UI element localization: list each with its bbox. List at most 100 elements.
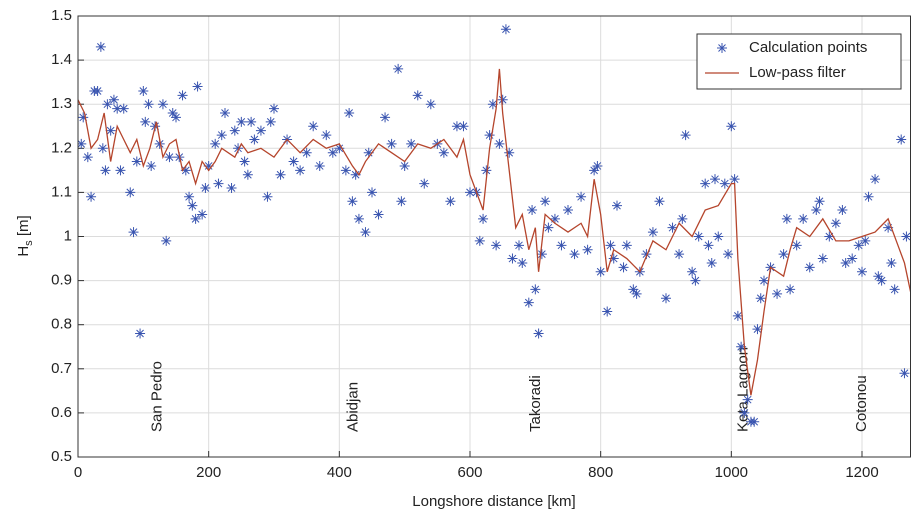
point xyxy=(82,152,93,163)
y-tick-label: 1.1 xyxy=(51,183,72,200)
point xyxy=(484,130,495,141)
y-tick-label: 1.3 xyxy=(51,95,72,112)
point xyxy=(177,90,188,101)
point xyxy=(759,275,769,286)
point xyxy=(628,284,639,295)
point xyxy=(138,85,149,96)
point xyxy=(203,160,214,171)
y-tick-label: 0.9 xyxy=(51,272,72,289)
point xyxy=(500,24,511,35)
point xyxy=(837,205,848,216)
point xyxy=(755,293,766,304)
point xyxy=(340,165,351,176)
point xyxy=(314,160,325,171)
point xyxy=(265,116,276,127)
point xyxy=(301,147,312,158)
point xyxy=(419,178,430,189)
point xyxy=(229,125,240,136)
y-tick-label: 1 xyxy=(64,227,72,244)
point xyxy=(817,253,828,264)
point xyxy=(233,143,244,154)
point xyxy=(804,262,815,273)
point xyxy=(108,94,119,105)
point xyxy=(86,191,97,202)
point xyxy=(269,103,279,114)
y-tick-label: 0.8 xyxy=(51,316,72,333)
point xyxy=(363,147,374,158)
point xyxy=(687,266,698,277)
point xyxy=(180,165,191,176)
point xyxy=(327,147,338,158)
point xyxy=(478,213,489,224)
point xyxy=(527,205,538,216)
point xyxy=(873,271,884,282)
annotation: San Pedro xyxy=(149,361,166,432)
point xyxy=(814,196,825,207)
point xyxy=(190,213,201,224)
point xyxy=(592,160,603,171)
point xyxy=(726,121,737,132)
point xyxy=(246,116,257,127)
point xyxy=(563,205,573,216)
point xyxy=(288,156,299,167)
y-tick-label: 0.6 xyxy=(51,404,72,421)
point xyxy=(631,288,642,299)
point xyxy=(677,213,688,224)
point xyxy=(723,249,734,260)
point xyxy=(367,187,377,198)
point xyxy=(360,227,371,238)
point xyxy=(143,99,154,110)
point xyxy=(242,169,253,180)
point xyxy=(157,99,168,110)
point xyxy=(749,416,760,427)
y-axis-label: Hs [m] xyxy=(15,215,35,256)
point xyxy=(481,165,492,176)
point xyxy=(115,165,126,176)
y-label-sub: s xyxy=(23,240,35,246)
point xyxy=(729,174,740,185)
point xyxy=(491,240,502,251)
plot-area xyxy=(78,24,911,427)
point xyxy=(860,235,871,246)
point xyxy=(102,99,113,110)
point xyxy=(95,41,106,52)
point xyxy=(451,121,462,132)
point xyxy=(830,218,841,229)
y-tick-label: 0.5 xyxy=(51,448,72,465)
point xyxy=(187,200,198,211)
point xyxy=(621,240,632,251)
point xyxy=(785,284,796,295)
point xyxy=(781,213,792,224)
point xyxy=(899,368,910,379)
point xyxy=(399,160,410,171)
point xyxy=(236,116,247,127)
point xyxy=(847,253,858,264)
point xyxy=(213,178,224,189)
point xyxy=(295,165,306,176)
y-tick-label: 0.7 xyxy=(51,360,72,377)
point xyxy=(380,112,391,123)
point xyxy=(78,138,87,149)
point xyxy=(497,94,508,105)
point xyxy=(840,257,851,268)
point xyxy=(530,284,541,295)
point xyxy=(549,213,560,224)
line xyxy=(78,68,911,396)
y-tick-label: 1.5 xyxy=(51,7,72,24)
point xyxy=(406,138,417,149)
x-tick-label: 0 xyxy=(74,464,82,481)
point xyxy=(533,328,544,339)
point xyxy=(732,310,743,321)
point xyxy=(216,130,227,141)
point xyxy=(853,240,864,251)
point xyxy=(465,187,475,198)
point xyxy=(618,262,629,273)
point xyxy=(798,213,809,224)
point xyxy=(184,191,195,202)
point xyxy=(674,249,685,260)
point xyxy=(249,134,260,145)
x-tick-label: 1000 xyxy=(715,464,748,481)
point xyxy=(504,147,515,158)
legend-label: Low-pass filter xyxy=(749,64,846,81)
point xyxy=(167,108,178,119)
